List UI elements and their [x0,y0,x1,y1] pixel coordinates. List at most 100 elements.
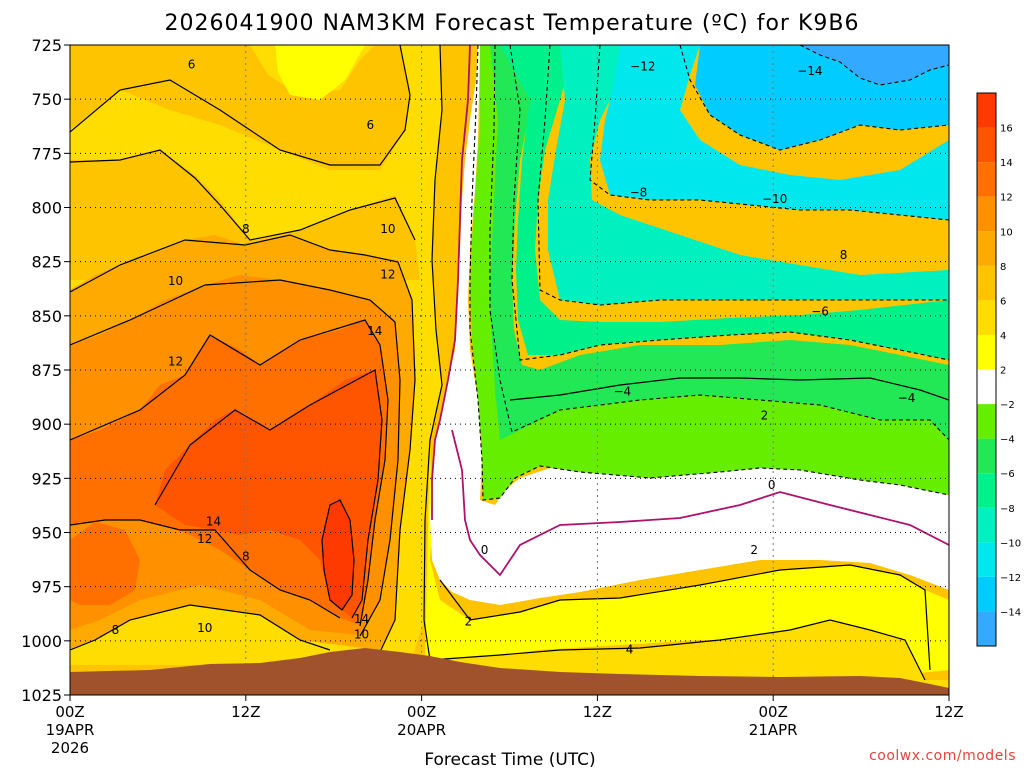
contour-neg8 [537,45,949,306]
y-tick-label: 1025 [21,686,62,705]
colorbar-bin [977,611,996,646]
y-tick-label: 850 [31,307,62,326]
colorbar-bin [977,196,996,232]
contour-label: −10 [762,192,787,206]
y-tick-label: 900 [31,415,62,434]
chart-title: 2026041900 NAM3KM Forecast Temperature (… [165,11,860,36]
colorbar-tick-label: 6 [1000,296,1006,307]
contour-2-left [423,45,443,661]
colorbar-bin [977,127,996,163]
colorbar-tick-label: 8 [1000,262,1006,273]
contour-label: 10 [380,222,395,236]
positive-contours [70,45,949,681]
x-tick-label: 00Z [55,703,84,721]
y-tick-label: 1000 [21,632,62,651]
contour-label: 10 [197,621,212,635]
contour-6-upper [70,45,411,166]
contour-2-right [439,564,931,671]
y-tick-label: 975 [31,578,62,597]
colorbar-bin [977,507,996,543]
contour-neg6 [509,45,949,361]
x-tick-label: 12Z [231,703,260,721]
colorbar-tick-label: 12 [1000,193,1013,204]
colorbar-bin [977,473,996,508]
contour-label: −6 [811,305,829,319]
y-tick-label: 925 [31,469,62,488]
y-tick-label: 800 [31,199,62,218]
x-tick-label: 00Z [759,703,788,721]
x-tick-date: 19APR [46,721,95,739]
contour-neg10 [589,45,949,221]
field-band-neg12-neg10 [600,45,949,220]
field-patch-12-14-left [70,522,140,605]
contour-8-surface [70,604,331,651]
contour-16 [321,499,355,611]
x-tick-date: 21APR [749,721,798,739]
contour-label: 8 [242,549,250,563]
contour-label: 8 [112,623,120,637]
contour-lower-left [70,519,341,619]
contour-label: 2 [465,614,473,628]
y-tick-label: 725 [31,36,62,55]
field-band-16-18 [322,500,354,610]
y-tick-label: 875 [31,361,62,380]
contour-label: 14 [367,324,382,338]
field-band-upper-6-8 [70,150,420,280]
colorbar-tick-label: 14 [1000,158,1013,169]
colorbar-bin [977,369,996,405]
colorbar-tick-label: 4 [1000,331,1006,342]
contour-label: 8 [242,222,250,236]
colorbar-bin [977,265,996,301]
contour-label: 2 [750,543,758,557]
contour-neg14 [799,45,949,86]
colorbar-bin [977,404,996,439]
field-band-neg8-neg6 [500,45,949,360]
grid-lines [70,45,949,695]
y-tick-label: 825 [31,253,62,272]
contour-8 [70,234,416,653]
x-tick-label: 00Z [407,703,436,721]
x-tick-year: 2026 [51,739,89,757]
contour-6-lower [70,149,416,241]
colorbar-tick-label: −12 [1000,573,1021,584]
colorbar-tick-label: −2 [1000,400,1015,411]
field-band-2-4-low [425,440,949,675]
y-tick-label: 775 [31,144,62,163]
colorbar-frame [976,92,997,647]
contour-label: 8 [840,248,848,262]
x-tick-label: 12Z [934,703,963,721]
contour-label: 6 [188,58,196,72]
contour-label: 0 [481,543,489,557]
contour-label: 12 [168,354,183,368]
colorbar-bin [977,300,996,335]
colorbar-tick-label: 2 [1000,366,1006,377]
contour-label: −8 [630,185,648,199]
colorbar-bin [977,231,996,266]
contour-label: −4 [613,385,631,399]
zero-contour-vertical [431,45,471,520]
field-band-neg10-neg8 [548,45,949,305]
contour-neg4 [489,45,949,441]
field-patch-2-4-top [275,45,365,100]
colorbar-tick-label: −8 [1000,504,1015,515]
terrain [70,648,949,695]
contour-label: −4 [898,391,916,405]
zero-contour [431,45,949,577]
colorbar: 16 14 12 10 8 6 4 2 −2 −4 −6 −8 −10 −12 −14 [976,92,1021,647]
colorbar-tick-label: 16 [1000,124,1013,135]
colorbar-bin [977,162,996,197]
contour-label: 10 [168,274,183,288]
y-tick-label: 750 [31,90,62,109]
contour-10 [70,279,401,637]
x-tick-date: 20APR [397,721,446,739]
contour-label: 14 [206,515,221,529]
y-tick-label: 950 [31,524,62,543]
colorbar-tick-label: −4 [1000,435,1015,446]
contour-2-upper [509,377,949,401]
colorbar-tick-label: −14 [1000,607,1021,618]
field-band-6-8-left [70,45,410,170]
colorbar-tick-label: −6 [1000,469,1015,480]
contour-neg12 [679,45,949,151]
